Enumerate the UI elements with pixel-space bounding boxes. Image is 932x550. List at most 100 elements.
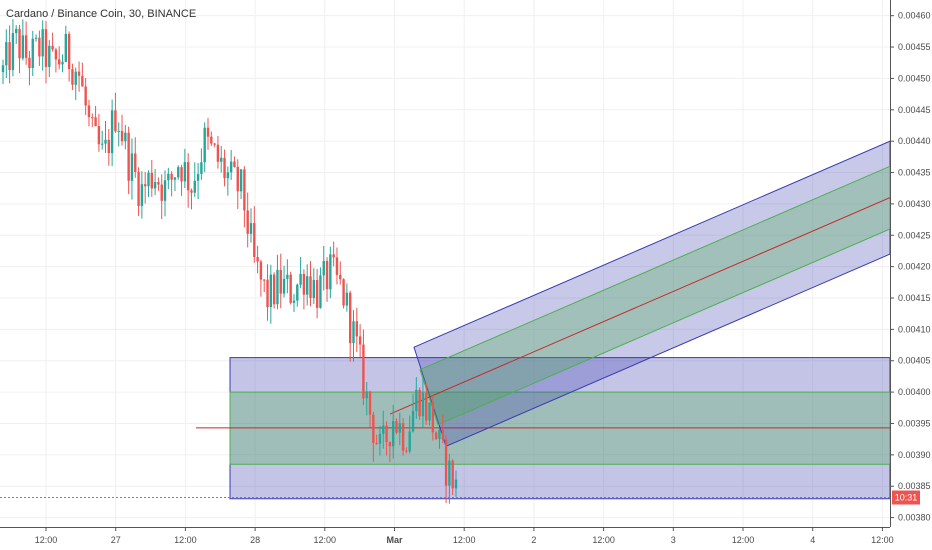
candle-body [365,391,368,399]
candle-body [15,28,18,34]
candle-body [84,86,87,106]
x-tick-label: 27 [111,535,121,545]
candle-body [173,177,177,180]
candle-body [170,173,173,180]
candle-body [180,167,183,182]
y-tick-label: 0.00410 [898,324,931,334]
x-tick-label: 3 [671,535,676,545]
candle-body [315,279,319,308]
candle-body [411,411,415,432]
candle-body [21,35,25,59]
candle-body [117,130,120,132]
candle-body [408,431,411,452]
y-tick-label: 0.00390 [898,450,931,460]
candle-body [269,274,273,308]
channel-mid-line [389,197,891,415]
candle-body [140,184,144,206]
candle-body [398,423,401,433]
candle-body [226,172,230,179]
candle-body [266,279,269,308]
candle-body [134,153,137,172]
candle-body [130,153,134,181]
candle-body [355,321,359,337]
candle-body [213,143,216,145]
y-axis: 0.00460 0.00455 0.00450 0.00445 0.00440 0.004… [0,0,931,527]
candle-body [127,132,130,181]
candle-body [1,65,5,73]
x-tick-label: 12:00 [871,535,894,545]
candle-body [167,173,170,181]
candle-body [348,292,352,344]
candle-body [454,479,458,489]
candle-body [157,182,160,185]
candle-body [11,33,15,71]
candle-body [177,167,180,178]
candle-body [253,223,256,258]
candle-body [41,29,44,57]
y-tick-label: 0.00440 [898,136,931,146]
candle-body [124,132,127,142]
x-tick-label: 12:00 [314,535,337,545]
candle-body [358,336,362,345]
candle-body [229,161,233,173]
candle-body [272,274,276,305]
candle-body [5,42,8,66]
candle-body [196,173,200,181]
candle-body [120,130,124,142]
y-tick-label: 0.00395 [898,418,931,428]
candle-body [368,391,372,415]
candle-body [312,279,316,299]
x-tick-label: 4 [810,535,815,545]
y-tick-label: 0.00460 [898,11,931,21]
candle-body [54,49,58,60]
candle-body [249,223,253,234]
x-tick-label: 12:00 [35,535,58,545]
candle-body [74,71,77,85]
candle-body [143,184,147,187]
candle-body [160,184,163,201]
candle-body [401,423,405,451]
candle-body [425,392,428,421]
candle-body [183,162,187,182]
candle-body [434,432,438,440]
candle-body [375,442,378,444]
candle-body [153,182,157,189]
candle-body [306,276,309,295]
candle-body [335,257,339,275]
candle-body [259,261,263,280]
candle-body [220,157,223,162]
candle-body [48,45,51,67]
candle-body [448,460,451,486]
candle-body [163,180,167,201]
candle-body [421,392,425,417]
candle-body [104,139,107,144]
candle-body [444,439,448,486]
candle-body [18,28,21,59]
candle-body [302,274,306,295]
candle-body [352,321,355,344]
candle-body [51,45,54,50]
candle-body [24,35,28,58]
candle-body [388,441,392,447]
candle-body [286,274,289,279]
x-tick-label: 12:00 [453,535,476,545]
candle-body [114,110,117,132]
candle-body [342,279,345,306]
candle-body [362,344,365,399]
x-tick-label: 12:00 [592,535,615,545]
candle-body [329,254,332,290]
x-tick-label: 12:00 [174,535,197,545]
candle-body [44,29,48,67]
y-tick-label: 0.00445 [898,105,931,115]
candle-body [193,180,196,193]
candle-body [91,117,94,119]
x-axis: 12:00 27 12:00 28 12:00 Mar 12:00 2 12:00 3 12:00 4… [0,527,894,545]
candle-body [451,460,454,489]
candle-body [282,278,286,294]
candle-body [223,157,226,179]
candle-body [8,42,11,71]
y-tick-label: 0.00420 [898,262,931,272]
range-boxes[interactable] [196,357,891,500]
